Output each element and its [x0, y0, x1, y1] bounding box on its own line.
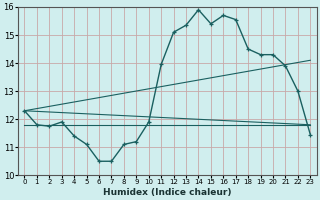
X-axis label: Humidex (Indice chaleur): Humidex (Indice chaleur): [103, 188, 232, 197]
